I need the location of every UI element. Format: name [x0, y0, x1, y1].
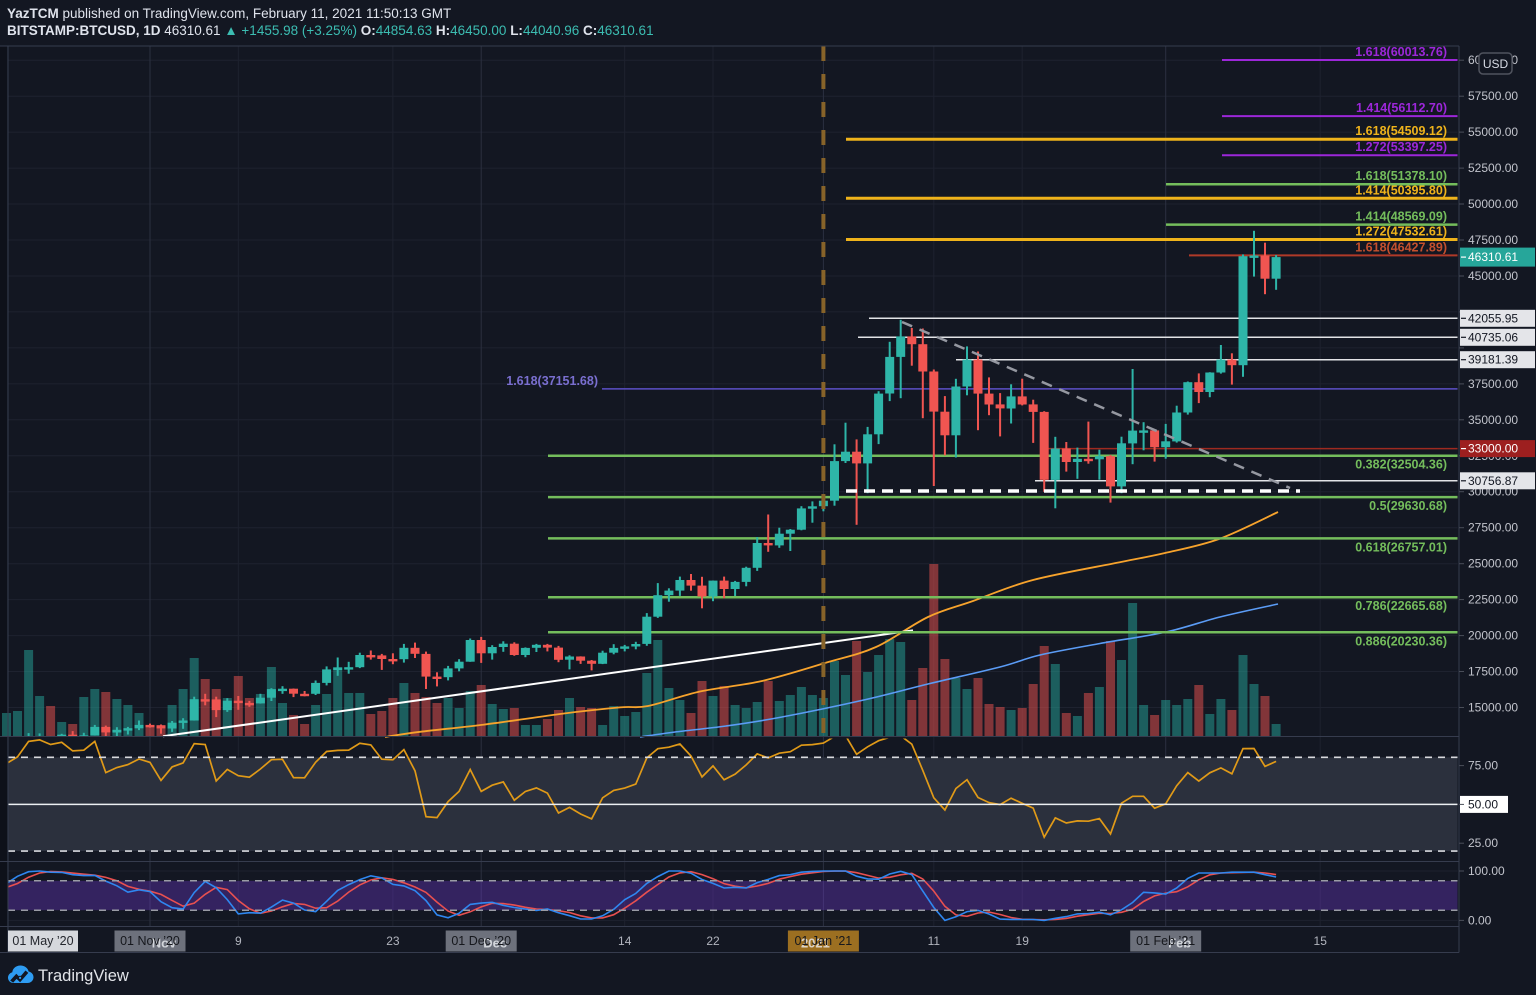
svg-text:14: 14 [618, 934, 632, 948]
svg-text:9: 9 [235, 934, 242, 948]
svg-text:17500.00: 17500.00 [1468, 665, 1518, 679]
svg-text:23: 23 [386, 934, 400, 948]
svg-text:1.414(48569.09): 1.414(48569.09) [1355, 210, 1447, 224]
svg-text:47500.00: 47500.00 [1468, 233, 1518, 247]
svg-text:1.618(46427.89): 1.618(46427.89) [1355, 240, 1447, 254]
svg-text:50000.00: 50000.00 [1468, 197, 1518, 211]
svg-text:15000.00: 15000.00 [1468, 701, 1518, 715]
svg-text:27500.00: 27500.00 [1468, 521, 1518, 535]
svg-text:25000.00: 25000.00 [1468, 557, 1518, 571]
svg-text:Feb: Feb [1168, 936, 1191, 951]
svg-text:Dec: Dec [483, 936, 507, 951]
svg-text:37500.00: 37500.00 [1468, 377, 1518, 391]
svg-text:01 Feb ’21: 01 Feb ’21 [1136, 934, 1195, 948]
svg-text:01 May ’20: 01 May ’20 [12, 934, 73, 948]
svg-text:50.00: 50.00 [1468, 797, 1498, 811]
svg-text:2021: 2021 [801, 936, 830, 951]
svg-text:1.618(51378.10): 1.618(51378.10) [1355, 169, 1447, 183]
svg-text:15: 15 [1314, 934, 1328, 948]
svg-text:0.786(22665.68): 0.786(22665.68) [1355, 599, 1447, 613]
svg-text:1.272(53397.25): 1.272(53397.25) [1355, 140, 1447, 154]
svg-text:22: 22 [706, 934, 720, 948]
svg-text:45000.00: 45000.00 [1468, 269, 1518, 283]
svg-text:33000.00: 33000.00 [1468, 442, 1518, 456]
svg-text:1.618(37151.68): 1.618(37151.68) [506, 374, 598, 388]
svg-text:0.886(20230.36): 0.886(20230.36) [1355, 634, 1447, 648]
svg-text:55000.00: 55000.00 [1468, 125, 1518, 139]
svg-text:USD: USD [1483, 57, 1509, 71]
svg-text:Nov: Nov [152, 936, 177, 951]
svg-text:BITSTAMP:BTCUSD, 1D 46310.61: BITSTAMP:BTCUSD, 1D 46310.61 ▲ +1455.98 … [7, 23, 654, 38]
svg-text:22500.00: 22500.00 [1468, 593, 1518, 607]
svg-text:46310.61: 46310.61 [1468, 250, 1518, 264]
svg-text:35000.00: 35000.00 [1468, 413, 1518, 427]
svg-text:1.618(60013.76): 1.618(60013.76) [1355, 45, 1447, 59]
svg-text:1.414(56112.70): 1.414(56112.70) [1356, 101, 1447, 115]
svg-text:19: 19 [1016, 934, 1030, 948]
svg-text:1.414(50395.80): 1.414(50395.80) [1355, 183, 1447, 197]
svg-text:42055.95: 42055.95 [1468, 311, 1518, 325]
svg-text:100.00: 100.00 [1468, 864, 1505, 878]
svg-text:0.618(26757.01): 0.618(26757.01) [1355, 540, 1447, 554]
svg-text:57500.00: 57500.00 [1468, 89, 1518, 103]
svg-text:39181.39: 39181.39 [1468, 353, 1518, 367]
svg-text:75.00: 75.00 [1468, 759, 1498, 773]
svg-text:20000.00: 20000.00 [1468, 629, 1518, 643]
svg-text:YazTCM published on TradingVie: YazTCM published on TradingView.com, Feb… [7, 6, 451, 21]
svg-text:0.5(29630.68): 0.5(29630.68) [1369, 499, 1447, 513]
svg-text:TradingView: TradingView [38, 967, 129, 985]
svg-text:0.00: 0.00 [1468, 913, 1492, 927]
svg-text:11: 11 [928, 934, 941, 948]
svg-text:01 Dec ’20: 01 Dec ’20 [451, 934, 511, 948]
svg-text:40735.06: 40735.06 [1468, 330, 1518, 344]
svg-text:1.272(47532.61): 1.272(47532.61) [1355, 225, 1447, 239]
svg-text:0.382(32504.36): 0.382(32504.36) [1355, 458, 1447, 472]
svg-text:52500.00: 52500.00 [1468, 161, 1518, 175]
svg-text:30756.87: 30756.87 [1468, 474, 1518, 488]
svg-text:25.00: 25.00 [1468, 836, 1498, 850]
svg-text:1.618(54509.12): 1.618(54509.12) [1355, 124, 1447, 138]
svg-text:01 Jan ’21: 01 Jan ’21 [795, 934, 853, 948]
svg-text:01 Nov ’20: 01 Nov ’20 [120, 934, 180, 948]
